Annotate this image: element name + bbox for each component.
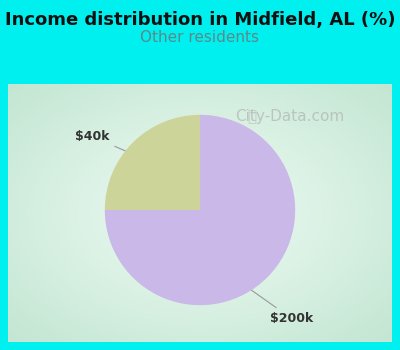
Text: $40k: $40k [75, 130, 150, 162]
Text: $200k: $200k [245, 286, 313, 325]
Text: City-Data.com: City-Data.com [235, 110, 345, 125]
Text: Income distribution in Midfield, AL (%): Income distribution in Midfield, AL (%) [5, 11, 395, 29]
Wedge shape [105, 115, 200, 210]
Text: ⓘ: ⓘ [248, 110, 256, 125]
Text: Other residents: Other residents [140, 30, 260, 46]
Wedge shape [105, 115, 295, 305]
